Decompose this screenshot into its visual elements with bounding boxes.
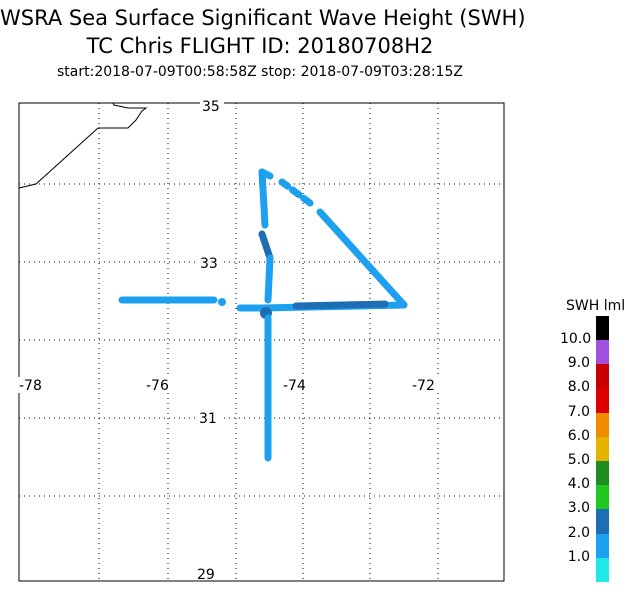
track-segment-north-high	[258, 230, 274, 262]
color-bar-swatch	[596, 436, 609, 461]
color-bar-label: 6.0	[567, 427, 590, 444]
lon-label: -76	[146, 378, 169, 394]
lat-label: 31	[199, 411, 217, 427]
color-bar-swatch	[596, 340, 609, 365]
lat-labels: 35 33 31 29	[195, 99, 224, 583]
track-segment-east-high	[292, 300, 389, 310]
color-bar-label: 8.0	[567, 379, 590, 396]
map-title: WSRA Sea Surface Significant Wave Height…	[0, 6, 526, 30]
map-frame	[18, 102, 505, 582]
color-bar-label: 10.0	[560, 331, 592, 347]
lon-labels: -78 -76 -74 -72	[17, 377, 446, 394]
color-bar-swatch	[596, 557, 609, 582]
color-bar-label: 5.0	[567, 452, 590, 468]
color-bar-swatch	[596, 388, 609, 413]
lat-label: 35	[202, 99, 220, 115]
color-bar-swatch	[596, 485, 609, 510]
coastline	[18, 102, 148, 189]
color-bar-swatch	[596, 412, 609, 437]
time-range: start:2018-07-09T00:58:58Z stop: 2018-07…	[57, 64, 463, 80]
color-bar-label: 1.0	[567, 548, 590, 565]
legend-title: SWH lml	[566, 298, 626, 314]
color-bar-label: 3.0	[567, 500, 590, 517]
track-segment-diagonal	[316, 208, 408, 309]
lon-label: -78	[19, 378, 42, 394]
track-point	[218, 298, 226, 306]
color-bar-swatch	[596, 533, 609, 558]
lon-label: -74	[283, 378, 306, 394]
color-bar-label: 4.0	[567, 476, 590, 493]
color-bar-label: 7.0	[567, 403, 590, 420]
lat-label: 33	[200, 256, 218, 272]
color-bar-swatch	[596, 461, 609, 486]
color-bar-label: 9.0	[567, 355, 590, 372]
graticule	[19, 103, 504, 581]
color-bar-swatch	[596, 364, 609, 389]
track-segment-north	[258, 168, 269, 229]
flight-track	[118, 168, 408, 462]
lon-label: -72	[412, 378, 435, 394]
color-bar-swatch	[596, 509, 609, 534]
track-segment-center	[264, 254, 274, 304]
flight-id-title: TC Chris FLIGHT ID: 20180708H2	[86, 34, 434, 58]
lat-label: 29	[197, 567, 215, 583]
color-bar-swatch	[596, 315, 609, 340]
color-bar-label: 2.0	[567, 524, 590, 541]
track-segment-diagonal-gap	[278, 178, 314, 207]
